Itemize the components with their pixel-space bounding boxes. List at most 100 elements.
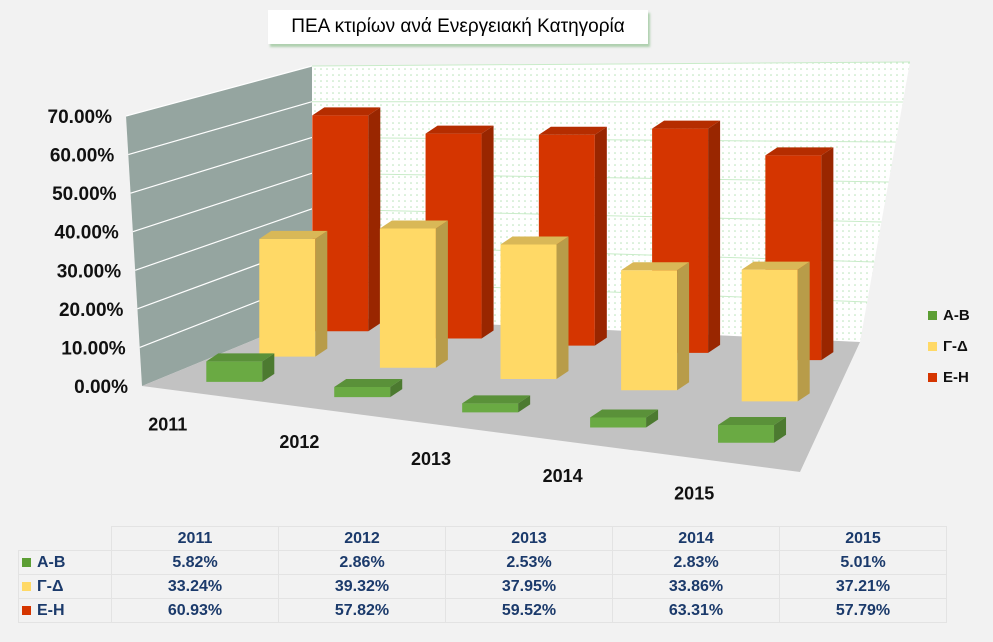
legend-key-gd bbox=[928, 342, 937, 351]
bar-gd-2011 bbox=[259, 230, 328, 357]
bar-gd-2015 bbox=[741, 261, 810, 402]
bar-side bbox=[435, 220, 448, 368]
gridline-side bbox=[134, 208, 313, 271]
bar-side bbox=[262, 353, 275, 382]
legend: Α-Β Γ-Δ Ε-Η bbox=[928, 300, 970, 393]
legend-label-eh: Ε-Η bbox=[943, 369, 969, 386]
data-table-row-eh: Ε-Η 60.93% 57.82% 59.52% 63.31% 57.79% bbox=[18, 598, 947, 623]
bar-ab-2011 bbox=[206, 353, 275, 382]
row-key-gd bbox=[22, 581, 31, 591]
data-table-header: 2012 bbox=[278, 526, 446, 551]
bar-gd-2014 bbox=[621, 262, 690, 391]
bar-side bbox=[821, 147, 834, 361]
data-table-row-label: Α-Β bbox=[18, 550, 112, 575]
data-table-cell: 57.82% bbox=[278, 598, 446, 623]
bar-top bbox=[652, 120, 721, 129]
bar-front bbox=[379, 228, 436, 368]
y-tick-label: 40.00% bbox=[54, 223, 119, 244]
bar-side bbox=[774, 416, 787, 443]
bar-front bbox=[590, 417, 647, 428]
data-table-cell: 37.21% bbox=[779, 574, 947, 599]
y-tick-label: 50.00% bbox=[52, 184, 117, 205]
data-table-header: 2014 bbox=[612, 526, 780, 551]
bar-top bbox=[590, 409, 659, 418]
bar-top bbox=[765, 147, 834, 156]
data-table-row-label: Γ-Δ bbox=[18, 574, 112, 599]
bar-gd-2013 bbox=[500, 236, 569, 379]
bar-front bbox=[462, 403, 519, 413]
gridline-back bbox=[311, 61, 911, 67]
bar-front bbox=[500, 244, 557, 379]
data-table-header-row: 2011 2012 2013 2014 2015 bbox=[19, 526, 947, 551]
y-tick-label: 30.00% bbox=[57, 261, 122, 282]
bar-top bbox=[334, 379, 403, 388]
x-tick-label: 2015 bbox=[674, 483, 714, 503]
data-table-cell: 2.53% bbox=[445, 550, 613, 575]
bar-side bbox=[368, 107, 381, 332]
legend-label-ab: Α-Β bbox=[943, 307, 970, 324]
data-table-header: 2013 bbox=[445, 526, 613, 551]
bar-front bbox=[741, 269, 798, 402]
data-table-cell: 59.52% bbox=[445, 598, 613, 623]
row-label-ab: Α-Β bbox=[37, 553, 66, 571]
row-label-gd: Γ-Δ bbox=[37, 577, 64, 595]
bar-ab-2012 bbox=[334, 379, 403, 398]
x-tick-label: 2012 bbox=[279, 432, 319, 452]
y-axis-labels: 0.00% 10.00% 20.00% 30.00% 40.00% 50.00% 60.00… bbox=[48, 107, 129, 398]
y-tick-label: 60.00% bbox=[50, 146, 115, 167]
legend-key-ab bbox=[928, 311, 937, 320]
bar-top bbox=[259, 230, 328, 239]
bar-side bbox=[646, 409, 659, 428]
legend-item-ab: Α-Β bbox=[928, 300, 970, 331]
bar-side bbox=[390, 379, 403, 398]
bar-front bbox=[259, 238, 316, 357]
data-table: 2011 2012 2013 2014 2015 Α-Β 5.82% 2.86%… bbox=[18, 526, 947, 623]
bar-front bbox=[718, 424, 775, 443]
chart-3d-bars: 0.00% 10.00% 20.00% 30.00% 40.00% 50.00% 60.00… bbox=[48, 61, 911, 504]
y-tick-label: 0.00% bbox=[74, 377, 128, 398]
bar-side bbox=[708, 120, 721, 353]
data-table-header: 2015 bbox=[779, 526, 947, 551]
data-table-row-gd: Γ-Δ 33.24% 39.32% 37.95% 33.86% 37.21% bbox=[18, 574, 947, 599]
bar-ab-2015 bbox=[718, 416, 787, 443]
bar-top bbox=[621, 262, 690, 271]
bar-front bbox=[206, 361, 263, 382]
bar-side bbox=[556, 236, 569, 379]
y-tick-label: 20.00% bbox=[59, 300, 124, 321]
data-table-cell: 37.95% bbox=[445, 574, 613, 599]
y-tick-label: 70.00% bbox=[48, 107, 113, 128]
legend-key-eh bbox=[928, 373, 937, 382]
bar-side bbox=[315, 230, 328, 357]
data-table-cell: 63.31% bbox=[612, 598, 780, 623]
bar-top bbox=[538, 126, 607, 135]
bar-front bbox=[621, 270, 678, 391]
bars bbox=[206, 107, 834, 443]
bar-side bbox=[518, 395, 531, 413]
data-table-cell: 2.86% bbox=[278, 550, 446, 575]
data-table-row-label: Ε-Η bbox=[18, 598, 112, 623]
x-axis-labels: 2011 2012 2013 2014 2015 bbox=[148, 415, 714, 504]
bar-top bbox=[312, 107, 381, 116]
bar-front bbox=[334, 387, 391, 398]
chart-title: ΠΕΑ κτιρίων ανά Ενεργειακή Κατηγορία bbox=[268, 10, 648, 44]
gridline-side bbox=[125, 65, 313, 117]
data-table-cell: 2.83% bbox=[612, 550, 780, 575]
row-key-ab bbox=[22, 557, 31, 567]
data-table-cell: 33.24% bbox=[111, 574, 279, 599]
data-table-cell: 33.86% bbox=[612, 574, 780, 599]
legend-label-gd: Γ-Δ bbox=[943, 338, 968, 355]
bar-top bbox=[379, 220, 448, 229]
data-table-cell: 60.93% bbox=[111, 598, 279, 623]
data-table-cell: 5.82% bbox=[111, 550, 279, 575]
x-tick-label: 2014 bbox=[543, 466, 583, 486]
bar-top bbox=[462, 395, 531, 404]
legend-item-eh: Ε-Η bbox=[928, 362, 970, 393]
bar-side bbox=[677, 262, 690, 391]
legend-item-gd: Γ-Δ bbox=[928, 331, 970, 362]
bar-side bbox=[797, 261, 810, 402]
bar-top bbox=[425, 125, 494, 134]
row-key-eh bbox=[22, 605, 31, 615]
x-tick-label: 2011 bbox=[148, 415, 187, 435]
row-label-eh: Ε-Η bbox=[37, 601, 65, 619]
data-table-cell: 5.01% bbox=[779, 550, 947, 575]
